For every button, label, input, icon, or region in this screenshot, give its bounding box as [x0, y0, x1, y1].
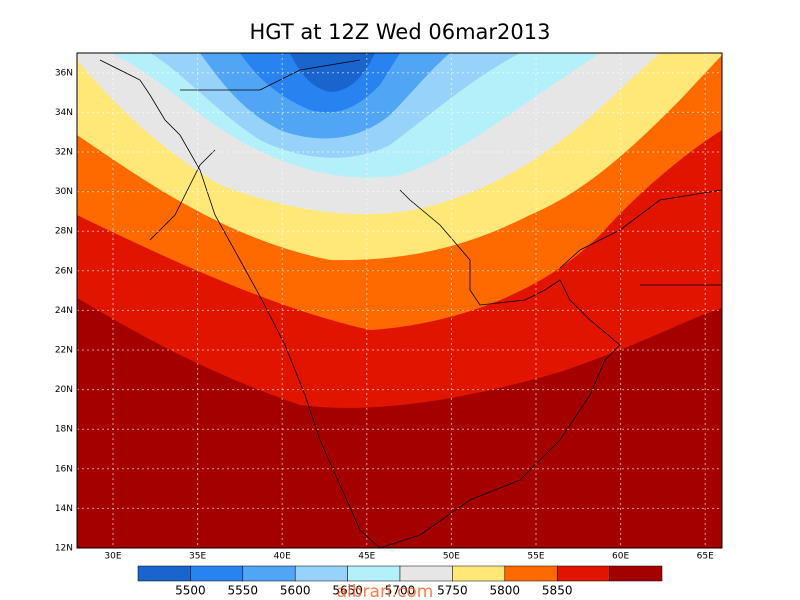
axes: 12N 14N 16N 18N 20N 22N 24N 26N 28N 30N 32N 34N 36N 3…	[55, 68, 714, 561]
colorbar-box	[242, 565, 296, 582]
lat-label: 28N	[55, 227, 73, 237]
colorbar: 5500 5550 5600 5650 5700 5750 5800 5850	[137, 565, 663, 598]
lat-label: 22N	[55, 346, 73, 356]
watermark: albrari.com	[337, 582, 434, 600]
lon-label: 65E	[697, 552, 714, 562]
colorbar-box	[294, 565, 348, 582]
colorbar-box	[347, 565, 401, 582]
lat-label: 20N	[55, 385, 73, 395]
lon-label: 55E	[527, 552, 544, 562]
colorbar-label: 5850	[542, 584, 573, 598]
map-title: HGT at 12Z Wed 06mar2013	[250, 20, 551, 44]
colorbar-box	[399, 565, 453, 582]
colorbar-label: 5650	[332, 584, 363, 598]
colorbar-box	[190, 565, 244, 582]
colorbar-box	[609, 565, 663, 582]
colorbar-box	[137, 565, 191, 582]
coastlines	[99, 59, 722, 548]
lat-label: 26N	[55, 266, 73, 276]
lat-label: 24N	[55, 306, 73, 316]
lon-label: 40E	[274, 552, 291, 562]
lat-label: 30N	[55, 187, 73, 197]
lon-label: 45E	[358, 552, 375, 562]
lat-label: 12N	[55, 544, 73, 554]
colorbar-label: 5550	[228, 584, 259, 598]
lat-label: 14N	[55, 504, 73, 514]
lon-label: 50E	[443, 552, 460, 562]
lat-label: 34N	[55, 108, 73, 118]
colorbar-box	[452, 565, 506, 582]
lat-label: 16N	[55, 464, 73, 474]
lon-label: 35E	[189, 552, 206, 562]
colorbar-label: 5700	[385, 584, 416, 598]
lat-label: 36N	[55, 68, 73, 78]
lon-label: 30E	[104, 552, 121, 562]
colorbar-label: 5600	[280, 584, 311, 598]
plot-frame	[76, 52, 723, 549]
colorbar-label: 5750	[437, 584, 468, 598]
lon-label: 60E	[612, 552, 629, 562]
lat-label: 32N	[55, 148, 73, 158]
lat-label: 18N	[55, 425, 73, 435]
colorbar-label: 5800	[490, 584, 521, 598]
colorbar-box	[556, 565, 610, 582]
contour-bands	[77, 53, 722, 548]
colorbar-label: 5500	[175, 584, 206, 598]
colorbar-box	[504, 565, 558, 582]
